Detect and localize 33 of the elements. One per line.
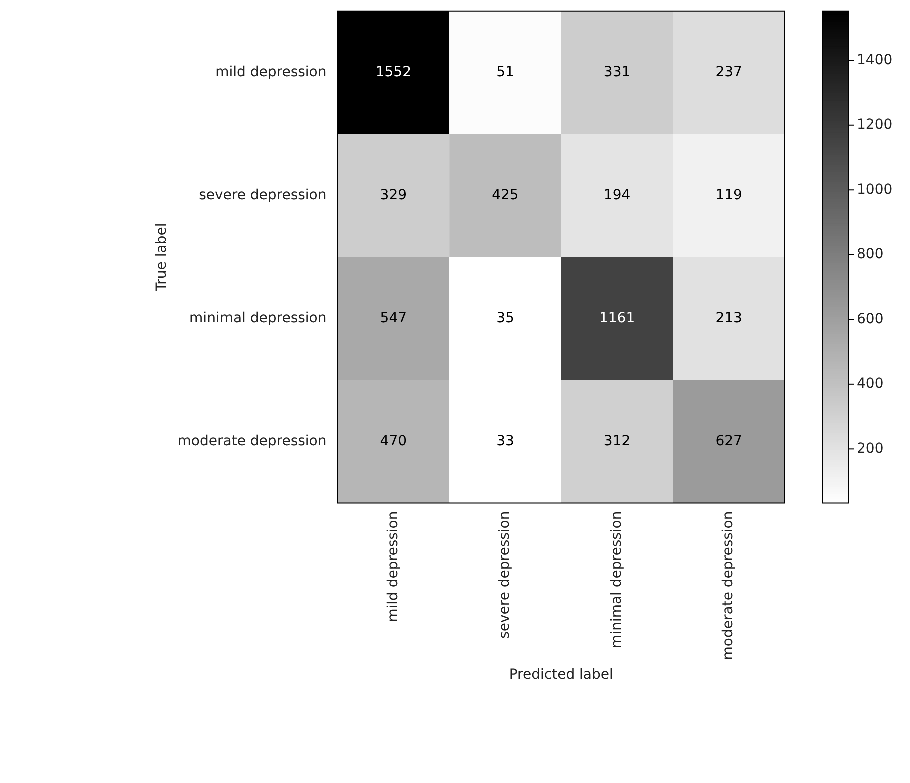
y-tick-label: minimal depression <box>190 310 327 326</box>
x-axis-title: Predicted label <box>509 667 614 684</box>
color-bar-label: 1200 <box>857 117 893 134</box>
x-tick-label: minimal depression <box>608 511 625 648</box>
color-bar-label: 800 <box>857 246 884 263</box>
color-bar-label: 200 <box>857 440 884 457</box>
y-tick-label: moderate depression <box>178 433 327 450</box>
x-tick-label: moderate depression <box>720 511 737 660</box>
data-label: 194 <box>604 187 631 204</box>
data-label: 119 <box>716 187 742 204</box>
data-label: 312 <box>604 433 631 450</box>
data-label: 425 <box>492 187 519 204</box>
x-tick-label: severe depression <box>497 511 514 639</box>
data-label: 1161 <box>599 310 636 326</box>
data-label: 51 <box>496 64 514 81</box>
data-label: 329 <box>380 187 408 204</box>
color-bar-label: 600 <box>857 311 884 328</box>
color-bar-label: 1000 <box>857 182 893 198</box>
data-label: 470 <box>380 433 408 450</box>
data-label: 627 <box>716 433 742 450</box>
y-axis-title: True label <box>154 223 170 292</box>
color-bar-label: 1400 <box>857 52 893 68</box>
y-tick-label: severe depression <box>199 187 327 204</box>
x-tick-label: mild depression <box>385 511 402 622</box>
data-label: 547 <box>380 310 408 326</box>
data-label: 1552 <box>376 64 412 81</box>
color-bar-label: 400 <box>857 376 884 392</box>
data-label: 213 <box>716 310 742 326</box>
data-label: 331 <box>604 64 631 81</box>
data-label: 35 <box>496 310 514 326</box>
data-label: 237 <box>716 64 742 81</box>
data-label: 33 <box>496 433 514 450</box>
y-tick-label: mild depression <box>216 64 327 81</box>
